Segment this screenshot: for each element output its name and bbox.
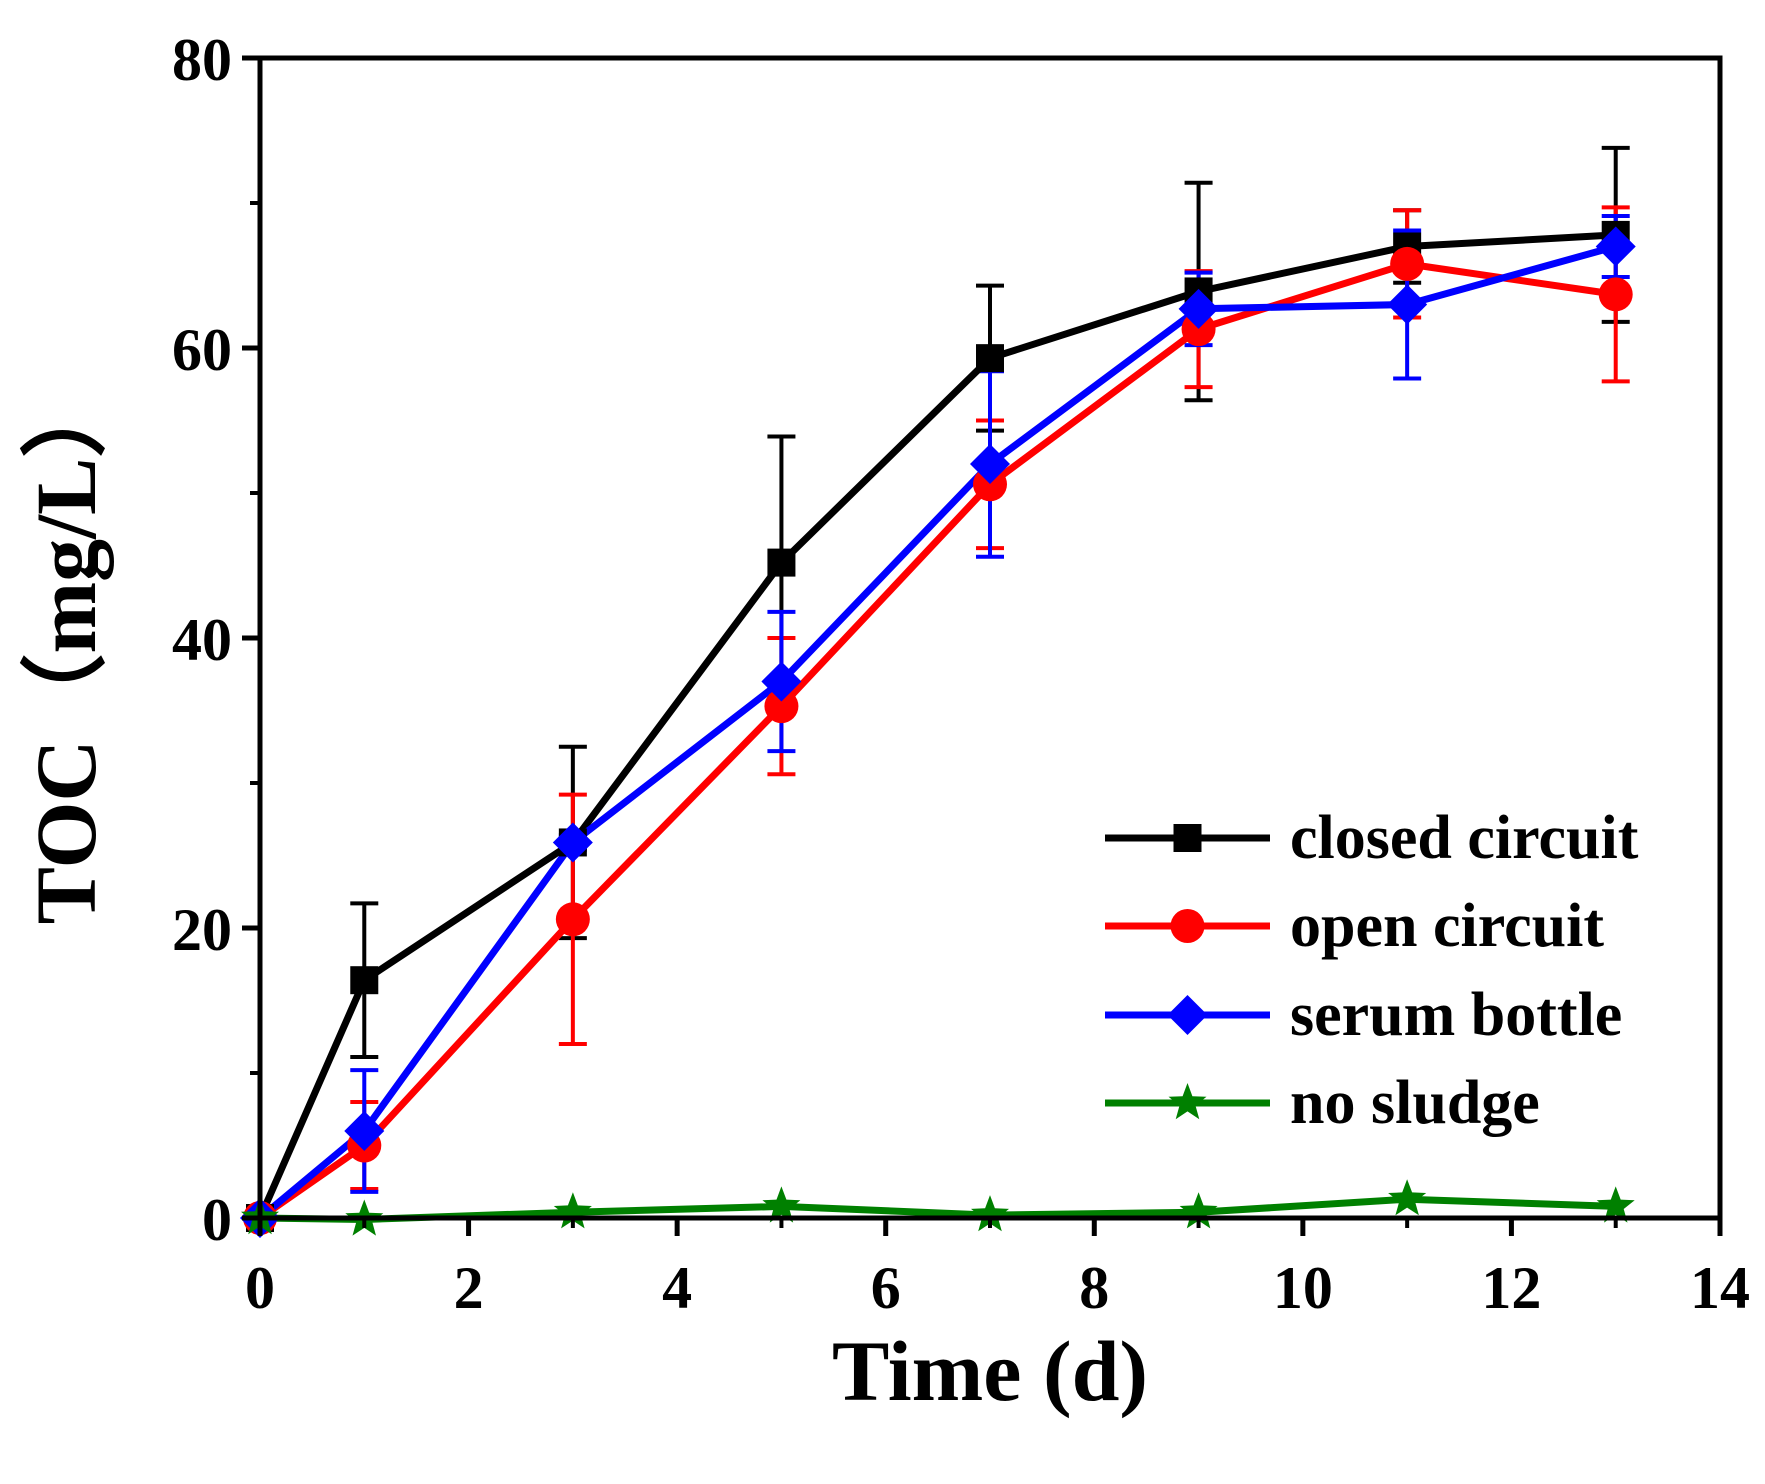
- serum-bottle-point: [1387, 284, 1428, 325]
- legend-label-open-circuit: open circuit: [1290, 892, 1604, 960]
- serum-bottle-point: [552, 822, 593, 863]
- open-circuit-point: [1181, 312, 1216, 347]
- open-circuit-point: [764, 689, 799, 724]
- y-tick-label: 20: [172, 897, 232, 963]
- x-tick-label: 8: [1079, 1255, 1109, 1321]
- serum-bottle-point: [1595, 226, 1636, 267]
- ticks-layer: 0 2 4 6 8 10 12 14 0 20 40 60 80: [172, 27, 1750, 1321]
- serum-bottle-point: [344, 1111, 385, 1151]
- x-tick-label: 14: [1690, 1255, 1750, 1321]
- open-circuit-point: [1598, 277, 1633, 312]
- y-tick-label: 40: [172, 607, 232, 673]
- x-tick-label: 4: [662, 1255, 692, 1321]
- open-circuit-point: [1390, 246, 1425, 281]
- x-tick-label: 6: [871, 1255, 901, 1321]
- no-sludge-point: [553, 1192, 592, 1229]
- legend-label-no-sludge: no sludge: [1290, 1069, 1540, 1137]
- closed-circuit-point: [976, 344, 1004, 373]
- y-tick-label: 0: [202, 1187, 232, 1253]
- legend-label-closed-circuit: closed circuit: [1290, 804, 1639, 872]
- serum-bottle-point: [970, 444, 1010, 484]
- closed-circuit-point: [350, 966, 379, 995]
- x-tick-label: 0: [245, 1255, 275, 1321]
- no-sludge-point: [1596, 1186, 1635, 1223]
- no-sludge-point: [971, 1195, 1009, 1232]
- serum-bottle-line: [257, 243, 1617, 1221]
- open-circuit-line: [258, 260, 1617, 1221]
- y-tick-label: 60: [172, 317, 232, 383]
- closed-circuit-line: [256, 231, 1616, 1220]
- legend-marker-open-circuit: [1170, 909, 1205, 943]
- closed-circuit-point: [767, 548, 796, 577]
- open-circuit-point: [973, 467, 1007, 502]
- x-tick-label: 12: [1481, 1255, 1541, 1321]
- x-tick-label: 10: [1273, 1255, 1333, 1321]
- no-sludge-point: [762, 1186, 801, 1223]
- y-axis-title: TOC（mg/L）: [18, 372, 114, 925]
- legend-marker-no-sludge: [1168, 1083, 1207, 1120]
- open-circuit-point: [555, 902, 590, 937]
- legend-marker-serum-bottle: [1167, 995, 1208, 1035]
- x-axis-title: Time (d): [832, 1323, 1148, 1419]
- legend-marker-closed-circuit: [1173, 824, 1202, 852]
- no-sludge-point: [1388, 1179, 1427, 1216]
- serum-bottle-point: [761, 661, 802, 702]
- legend: closed circuit open circuit serum bottle no…: [1105, 804, 1639, 1137]
- legend-label-serum-bottle: serum bottle: [1290, 981, 1622, 1049]
- serum-bottle-point: [1178, 288, 1219, 329]
- x-tick-label: 2: [454, 1255, 484, 1321]
- y-tick-label: 80: [172, 27, 232, 93]
- no-sludge-point: [1179, 1192, 1218, 1229]
